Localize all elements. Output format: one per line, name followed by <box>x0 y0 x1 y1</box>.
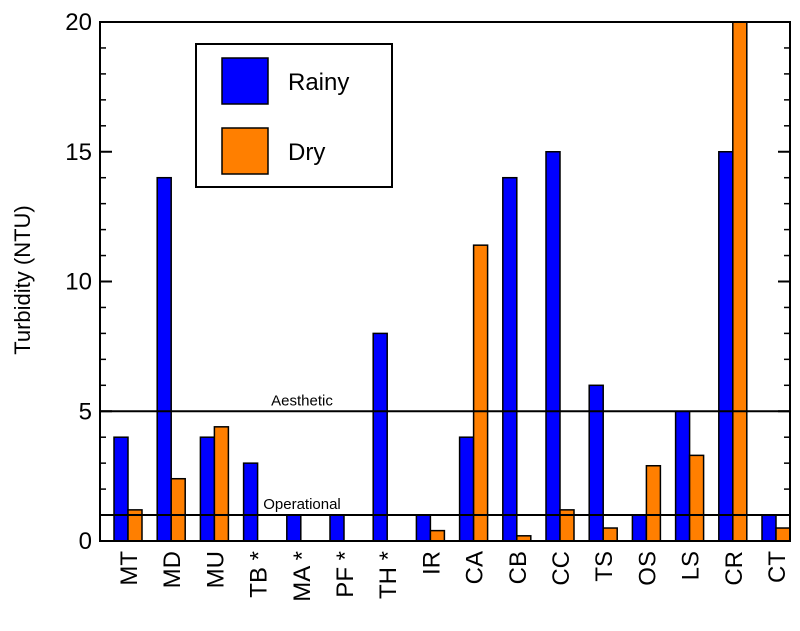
bar-rainy-ls <box>674 410 691 542</box>
x-tick-label: TH * <box>375 551 402 599</box>
bar-dry-md <box>170 477 186 542</box>
bar-dry-ct <box>775 527 791 542</box>
legend-label-rainy: Rainy <box>288 69 349 96</box>
bar-rainy-mu <box>199 436 216 542</box>
x-tick-label: LS <box>678 551 705 580</box>
y-tick-label: 0 <box>79 528 92 555</box>
bar-dry-ls <box>688 454 705 542</box>
legend-swatch-rainy <box>221 57 269 105</box>
bar-rainy-mt <box>113 436 129 542</box>
x-tick-label: CT <box>764 551 791 583</box>
reference-label-operational: Operational <box>263 496 341 513</box>
bar-rainy-pf <box>329 514 345 542</box>
y-axis-title: Turbidity (NTU) <box>10 205 35 355</box>
reference-label-aesthetic: Aesthetic <box>271 392 333 409</box>
bar-rainy-cb <box>502 176 518 542</box>
bar-rainy-tb <box>242 462 259 542</box>
bar-rainy-md <box>156 176 172 542</box>
x-tick-label: IR <box>418 551 445 575</box>
x-tick-label: OS <box>634 551 661 586</box>
x-tick-label: MA * <box>289 551 316 602</box>
legend-swatch-dry <box>221 127 269 175</box>
bar-rainy-cc <box>545 151 561 542</box>
bar-rainy-ct <box>761 514 777 542</box>
x-tick-label: CC <box>548 551 575 586</box>
x-tick-label: TS <box>591 551 618 582</box>
x-tick-label: CA <box>462 551 489 584</box>
bar-dry-os <box>645 464 662 542</box>
x-tick-label: CR <box>721 551 748 586</box>
bar-dry-ca <box>472 244 489 542</box>
x-tick-label: MD <box>159 551 186 588</box>
bar-rainy-ts <box>588 384 604 542</box>
bar-dry-ts <box>602 527 618 542</box>
bar-rainy-ma <box>286 514 302 542</box>
bar-rainy-th <box>372 332 388 542</box>
bar-dry-mu <box>213 426 230 542</box>
legend-label-dry: Dry <box>288 139 325 166</box>
bar-rainy-cr <box>718 151 734 542</box>
y-tick-label: 10 <box>65 269 92 296</box>
bar-dry-ir <box>429 529 446 542</box>
x-tick-label: MU <box>202 551 229 588</box>
x-tick-label: PF * <box>332 551 359 598</box>
bar-rainy-ir <box>415 514 432 542</box>
y-tick-label: 20 <box>65 9 92 36</box>
bar-dry-cr <box>732 21 748 542</box>
y-tick-label: 15 <box>65 139 92 166</box>
bar-rainy-os <box>631 514 648 542</box>
x-tick-label: CB <box>505 551 532 584</box>
bar-rainy-ca <box>458 436 475 542</box>
x-tick-label: MT <box>116 551 143 586</box>
x-tick-label: TB * <box>246 551 273 598</box>
y-tick-label: 5 <box>79 398 92 425</box>
